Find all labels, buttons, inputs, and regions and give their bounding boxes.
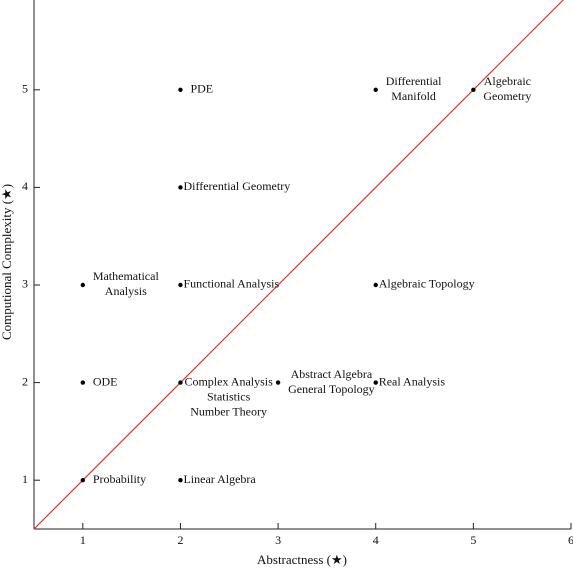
point [178,380,183,385]
point-label: Algebraic Topology [379,277,475,291]
y-tick-label: 5 [22,82,28,96]
point [275,380,281,385]
point-label: Real Analysis [379,374,446,388]
point-label: PDE [190,82,213,96]
y-tick-label: 1 [22,472,28,486]
point-label: Geometry [483,89,531,103]
point-label: Analysis [105,284,147,298]
point [178,185,183,190]
y-tick-label: 4 [22,179,28,193]
point [178,282,183,288]
point-label: Differential Geometry [183,179,290,193]
point [471,87,476,92]
point [373,282,378,288]
point-label: Probability [93,472,146,486]
point-label: Number Theory [190,404,267,418]
point-label: Algebraic [484,74,531,88]
point [178,87,183,92]
point-label: ODE [93,374,118,388]
point-label: Statistics [207,389,251,403]
x-tick-label: 1 [80,533,86,547]
point [80,380,86,385]
x-tick-label: 6 [568,533,573,547]
point-label: Complex Analysis [184,374,273,388]
x-tick-label: 3 [275,533,281,547]
x-tick-label: 5 [470,533,476,547]
x-tick-label: 4 [373,533,379,547]
point [373,380,378,385]
x-tick-label: 2 [177,533,183,547]
point-label: Abstract Algebra [291,367,373,381]
y-axis-title: Computional Complexity (★) [0,184,14,340]
x-axis-title: Abstractness (★) [257,552,347,567]
point-label: Functional Analysis [183,277,279,291]
y-tick-label: 3 [22,277,28,291]
point [80,282,86,288]
point-label: Mathematical [93,269,160,283]
point-label: General Topology [288,382,375,396]
y-tick-label: 2 [22,374,28,388]
point-label: Manifold [391,89,436,103]
point [80,477,86,483]
point-label: Linear Algebra [183,472,256,486]
point [178,477,183,483]
point [373,87,378,92]
reference-line [33,0,565,530]
point-label: Differential [386,74,442,88]
